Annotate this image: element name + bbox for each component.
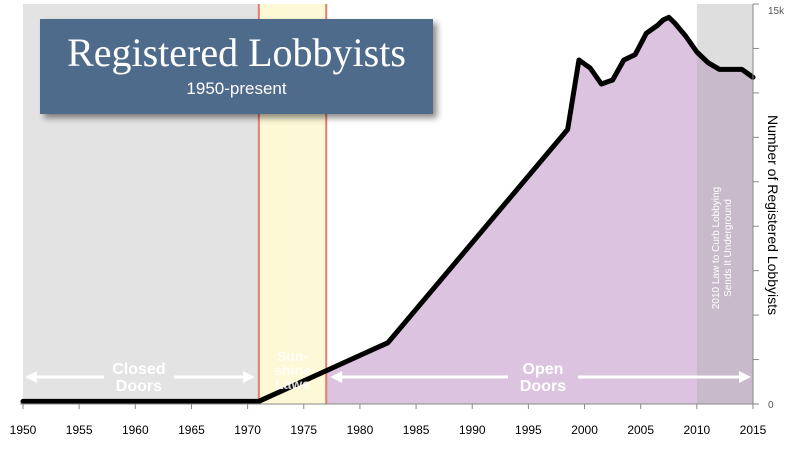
x-tick-label-3: 1965 (178, 423, 205, 437)
label-backdrop (508, 360, 578, 394)
annotation-line-0: 2010 Law to Curb Lobbying (711, 187, 722, 309)
x-tick-label-0: 1950 (10, 423, 37, 437)
sunshine-laws-label-line-1: shine (274, 362, 311, 378)
y-tick-label-0: 15k (768, 6, 785, 17)
x-tick-label-5: 1975 (290, 423, 317, 437)
sunshine-laws-label-line-2: Laws (275, 376, 310, 392)
closed-doors-label-line-1: Doors (116, 378, 162, 395)
open-doors-label-line-1: Doors (520, 378, 566, 395)
chart-title: Registered Lobbyists (67, 30, 406, 75)
open-doors-arrow-head-right (739, 371, 751, 383)
y-axis-label: Number of Registered Lobbyists (765, 115, 781, 315)
sunshine-laws-label-line-0: Sun- (277, 348, 308, 364)
closed-doors-label-line-0: Closed (112, 361, 165, 378)
annotation-text: 2010 Law to Curb Lobbying Sends It Underg… (711, 187, 734, 309)
y-tick-label-1: 0 (768, 400, 774, 411)
x-tick-label-6: 1980 (347, 423, 374, 437)
open-doors-label-line-0: Open (523, 361, 564, 378)
title-box: Registered Lobbyists 1950-present (40, 19, 433, 114)
x-tick-label-10: 2000 (571, 423, 598, 437)
annotation-line-1: Sends It Underground (723, 199, 734, 297)
x-tick-label-7: 1985 (403, 423, 430, 437)
x-ticks: 1950 1955 1960 1965 1970 1975 1980 1985 1990 1995… (10, 404, 767, 437)
x-tick-label-9: 1995 (515, 423, 542, 437)
chart-subtitle: 1950-present (186, 79, 287, 98)
x-tick-label-8: 1990 (459, 423, 486, 437)
x-tick-label-1: 1955 (66, 423, 93, 437)
closed-doors-arrow-head-left (25, 371, 37, 383)
series-line (20, 14, 756, 404)
label-backdrop (103, 360, 174, 394)
open-doors-arrow-head-left (330, 371, 343, 383)
y-ticks: 15k 0 (753, 3, 785, 411)
x-tick-label-13: 2015 (740, 423, 767, 437)
x-tick-label-11: 2005 (627, 423, 654, 437)
era-arrows (25, 371, 751, 383)
closed-doors-arrow-head-right (242, 371, 255, 383)
x-tick-label-4: 1970 (234, 423, 261, 437)
x-tick-label-2: 1960 (122, 423, 149, 437)
x-tick-label-12: 2010 (683, 423, 710, 437)
